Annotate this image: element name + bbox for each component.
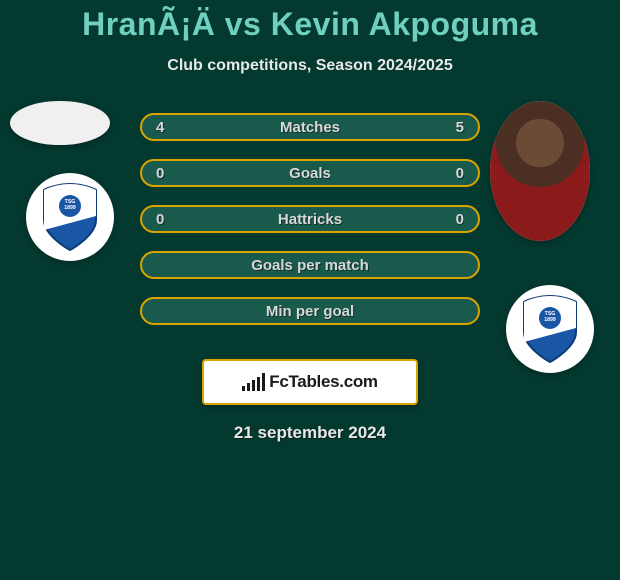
stat-rows: 4 Matches 5 0 Goals 0 0 Hattricks 0 Goal… [140, 113, 480, 325]
stat-right-value: 0 [444, 165, 464, 182]
stat-label: Matches [142, 119, 478, 136]
hoffenheim-shield-icon: TSG 1899 [520, 294, 580, 364]
stat-label: Goals [142, 165, 478, 182]
player-right-photo-placeholder [490, 101, 590, 241]
player-right-avatar [490, 101, 590, 241]
stat-row-hattricks: 0 Hattricks 0 [140, 205, 480, 233]
page-title: HranÃ¡Ä vs Kevin Akpoguma [82, 6, 538, 43]
stat-row-goals: 0 Goals 0 [140, 159, 480, 187]
watermark-text: FcTables.com [269, 372, 378, 392]
hoffenheim-shield-icon: TSG 1899 [40, 182, 100, 252]
page-subtitle: Club competitions, Season 2024/2025 [167, 57, 452, 75]
date-label: 21 september 2024 [0, 423, 620, 443]
player-left-avatar [10, 101, 110, 145]
stat-row-matches: 4 Matches 5 [140, 113, 480, 141]
site-watermark: FcTables.com [202, 359, 418, 405]
stat-label: Goals per match [142, 257, 478, 274]
club-left-badge: TSG 1899 [26, 173, 114, 261]
comparison-area: TSG 1899 TSG 1899 4 Matches 5 [0, 113, 620, 443]
svg-text:1899: 1899 [64, 205, 76, 211]
bar-chart-icon [242, 373, 265, 391]
club-right-badge: TSG 1899 [506, 285, 594, 373]
stat-label: Hattricks [142, 211, 478, 228]
stat-label: Min per goal [142, 303, 478, 320]
stat-right-value: 5 [444, 119, 464, 136]
svg-text:1899: 1899 [544, 317, 556, 323]
stat-row-min-per-goal: Min per goal [140, 297, 480, 325]
infographic-root: HranÃ¡Ä vs Kevin Akpoguma Club competiti… [0, 0, 620, 580]
stat-right-value: 0 [444, 211, 464, 228]
stat-row-goals-per-match: Goals per match [140, 251, 480, 279]
